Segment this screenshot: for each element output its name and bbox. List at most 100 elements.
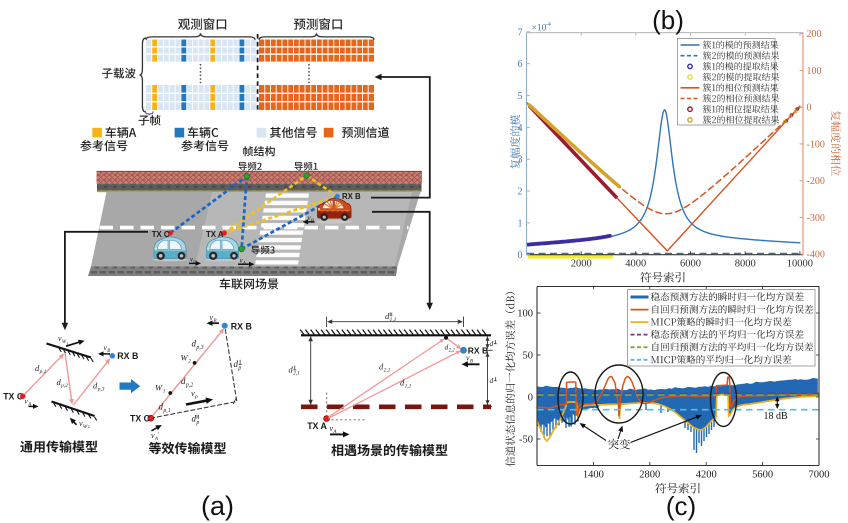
svg-text:4200: 4200	[696, 470, 717, 481]
svg-text:d: d	[289, 365, 294, 375]
svg-text:0: 0	[528, 393, 533, 404]
svg-text:d: d	[192, 339, 197, 349]
svg-text:4000: 4000	[625, 259, 646, 270]
svg-text:1: 1	[163, 389, 166, 395]
svg-text:v: v	[191, 388, 195, 398]
svg-text:2,2: 2,2	[449, 348, 456, 353]
svg-text:d: d	[379, 362, 384, 372]
svg-text:p: p	[195, 420, 199, 426]
svg-text:TX C: TX C	[3, 392, 24, 402]
svg-text:v: v	[240, 257, 244, 264]
svg-text:v: v	[308, 215, 312, 222]
svg-text:B: B	[311, 217, 314, 222]
svg-text:2800: 2800	[639, 470, 660, 481]
svg-text:TX C: TX C	[152, 230, 170, 239]
svg-text:-50: -50	[519, 435, 533, 446]
svg-text:5600: 5600	[752, 470, 773, 481]
svg-text:(c): (c)	[666, 491, 696, 521]
svg-text:C: C	[193, 259, 197, 264]
svg-text:50: 50	[523, 351, 534, 362]
svg-text:(a): (a)	[201, 491, 234, 521]
svg-text:B: B	[107, 349, 110, 354]
svg-text:′: ′	[158, 432, 160, 438]
svg-text:d: d	[234, 359, 239, 369]
svg-text:RX B: RX B	[117, 351, 138, 361]
svg-text:d: d	[445, 343, 449, 352]
svg-text:d: d	[35, 363, 40, 373]
svg-text:p,3: p,3	[195, 345, 203, 351]
svg-text:d: d	[490, 339, 494, 348]
svg-text:v: v	[25, 397, 29, 406]
svg-text:2: 2	[188, 359, 191, 365]
svg-text:A: A	[242, 260, 246, 265]
svg-text:p: p	[237, 365, 241, 371]
svg-text:v: v	[58, 334, 62, 343]
svg-text:2,1: 2,1	[384, 368, 391, 374]
svg-text:p,3: p,3	[97, 387, 105, 393]
svg-text:6000: 6000	[680, 259, 701, 270]
svg-text:7: 7	[518, 27, 523, 38]
svg-text:100: 100	[517, 309, 533, 320]
svg-text:TX A: TX A	[307, 421, 327, 431]
svg-text:100: 100	[807, 66, 822, 77]
svg-text:p,1: p,1	[39, 369, 47, 375]
svg-text:p,1: p,1	[162, 408, 170, 414]
svg-text:(b): (b)	[652, 5, 684, 35]
svg-text:d: d	[93, 381, 98, 391]
svg-text:1400: 1400	[583, 470, 604, 481]
svg-text:200: 200	[807, 29, 822, 40]
svg-text:2000: 2000	[571, 259, 592, 270]
svg-text:A: A	[27, 402, 31, 407]
svg-text:d: d	[181, 376, 186, 386]
svg-text:v: v	[330, 424, 334, 433]
svg-text:v: v	[190, 257, 194, 264]
svg-text:p: p	[194, 394, 198, 400]
svg-text:-200: -200	[807, 176, 825, 187]
svg-text:1: 1	[518, 218, 523, 229]
svg-text:2: 2	[518, 187, 523, 198]
svg-text:-4: -4	[546, 21, 552, 28]
svg-text:2: 2	[88, 424, 90, 429]
svg-text:1,1: 1,1	[390, 317, 397, 323]
svg-text:d: d	[400, 378, 405, 388]
svg-text:7000: 7000	[809, 470, 830, 481]
svg-text:-100: -100	[807, 139, 825, 150]
svg-text:A: A	[154, 436, 159, 442]
svg-text:1: 1	[67, 341, 69, 346]
svg-text:1,1: 1,1	[405, 384, 412, 390]
svg-text:W: W	[62, 339, 67, 345]
svg-text:RX B: RX B	[231, 321, 252, 331]
svg-text:d: d	[192, 414, 197, 424]
svg-text:0: 0	[807, 103, 812, 114]
svg-text:d: d	[385, 311, 390, 321]
svg-text:TX A: TX A	[206, 230, 224, 239]
svg-text:v: v	[466, 354, 470, 363]
svg-text:W: W	[83, 424, 88, 430]
svg-text:8000: 8000	[735, 259, 756, 270]
svg-text:W: W	[181, 353, 189, 363]
svg-text:B: B	[213, 318, 217, 324]
svg-text:p,2: p,2	[185, 382, 193, 388]
svg-text:p,2: p,2	[60, 383, 68, 389]
svg-text:2,1: 2,1	[293, 371, 300, 377]
svg-text:B: B	[470, 359, 474, 365]
svg-text:v: v	[210, 313, 214, 322]
svg-text:-300: -300	[807, 213, 825, 224]
svg-text:d: d	[159, 402, 164, 412]
svg-text:d: d	[57, 377, 62, 387]
svg-text:TX C: TX C	[130, 414, 151, 424]
svg-text:×10: ×10	[532, 24, 547, 34]
svg-text:0: 0	[518, 250, 523, 261]
svg-text:18 dB: 18 dB	[764, 411, 789, 422]
svg-text:A: A	[332, 429, 337, 435]
svg-text:v: v	[151, 431, 155, 440]
svg-text:6: 6	[518, 59, 523, 70]
svg-text:RX B: RX B	[342, 192, 361, 201]
svg-text:10000: 10000	[787, 259, 813, 270]
svg-text:d: d	[490, 376, 494, 385]
svg-text:v: v	[104, 343, 108, 352]
svg-text:5: 5	[518, 91, 523, 102]
svg-text:-400: -400	[807, 250, 825, 261]
svg-text:v: v	[79, 419, 83, 428]
svg-text:W: W	[155, 383, 163, 393]
